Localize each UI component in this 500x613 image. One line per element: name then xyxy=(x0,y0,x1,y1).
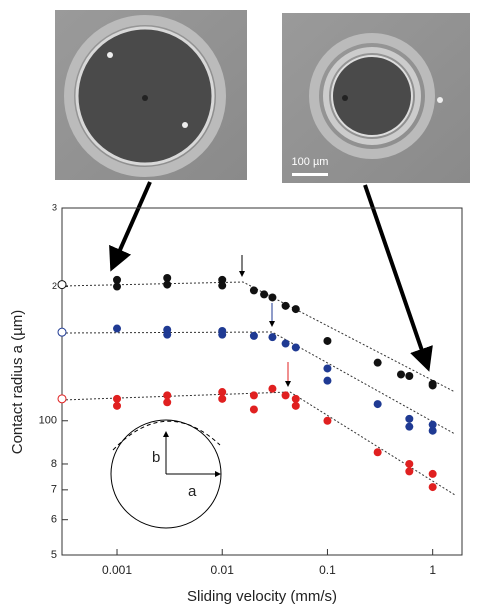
data-point xyxy=(113,401,122,410)
data-point xyxy=(163,391,172,400)
y-tick-label: 3 xyxy=(52,202,57,212)
data-point xyxy=(218,394,227,403)
x-tick-label: 0.1 xyxy=(319,563,336,577)
data-point xyxy=(268,384,277,393)
inset-diagram xyxy=(110,419,222,529)
data-point xyxy=(428,483,437,492)
data-point xyxy=(291,401,300,410)
pointer-arrow xyxy=(363,184,433,372)
reference-point xyxy=(57,327,67,337)
data-point xyxy=(323,336,332,345)
data-point xyxy=(428,426,437,435)
data-point xyxy=(163,330,172,339)
data-point xyxy=(323,416,332,425)
data-point xyxy=(163,280,172,289)
data-point xyxy=(249,391,258,400)
y-tick-label: 2 xyxy=(52,281,57,291)
x-tick-label: 1 xyxy=(429,563,436,577)
data-point xyxy=(113,324,122,333)
data-point xyxy=(281,301,290,310)
data-point xyxy=(268,333,277,342)
y-tick-label: 8 xyxy=(51,458,57,470)
data-point xyxy=(405,414,414,423)
data-point xyxy=(281,391,290,400)
y-tick-label: 100 xyxy=(39,415,57,427)
data-point xyxy=(291,394,300,403)
y-tick-label: 6 xyxy=(51,514,57,526)
plot-frame xyxy=(61,207,463,556)
data-point xyxy=(113,394,122,403)
micrograph-left xyxy=(55,10,247,180)
data-point xyxy=(218,275,227,284)
data-point xyxy=(405,372,414,381)
transition-arrows xyxy=(239,255,291,387)
data-point xyxy=(113,282,122,291)
data-point xyxy=(373,358,382,367)
reference-point xyxy=(57,280,67,290)
data-point xyxy=(163,398,172,407)
data-point xyxy=(218,281,227,290)
data-point xyxy=(113,275,122,284)
x-tick-label: 0.001 xyxy=(102,563,132,577)
micrograph-right: 100 µm xyxy=(282,13,470,183)
data-point xyxy=(405,467,414,476)
data-point xyxy=(405,422,414,431)
data-point xyxy=(291,343,300,352)
data-point xyxy=(291,305,300,314)
data-point xyxy=(218,330,227,339)
data-point xyxy=(428,381,437,390)
x-tick-label: 0.01 xyxy=(211,563,235,577)
inset-label: a xyxy=(188,483,197,500)
data-point xyxy=(373,400,382,409)
y-axis-label: Contact radius a (µm) xyxy=(9,310,26,455)
data-point xyxy=(373,448,382,457)
data-point xyxy=(323,376,332,385)
data-point xyxy=(428,469,437,478)
fit-lines xyxy=(61,281,456,496)
data-point xyxy=(249,286,258,295)
data-point xyxy=(428,420,437,429)
data-point xyxy=(323,364,332,373)
data-point xyxy=(405,459,414,468)
data-point xyxy=(249,405,258,414)
data-point xyxy=(396,370,405,379)
pointer-arrow xyxy=(109,181,152,272)
scale-bar-label: 100 µm xyxy=(292,156,329,168)
reference-point xyxy=(57,394,67,404)
data-point xyxy=(163,273,172,282)
data-point xyxy=(281,339,290,348)
data-point xyxy=(268,293,277,302)
x-axis-label: Sliding velocity (mm/s) xyxy=(187,588,337,605)
y-tick-label: 5 xyxy=(51,549,57,561)
data-point xyxy=(218,388,227,397)
y-tick-label: 7 xyxy=(51,484,57,496)
data-point xyxy=(260,290,269,299)
inset-label: b xyxy=(152,449,160,466)
data-point xyxy=(249,331,258,340)
